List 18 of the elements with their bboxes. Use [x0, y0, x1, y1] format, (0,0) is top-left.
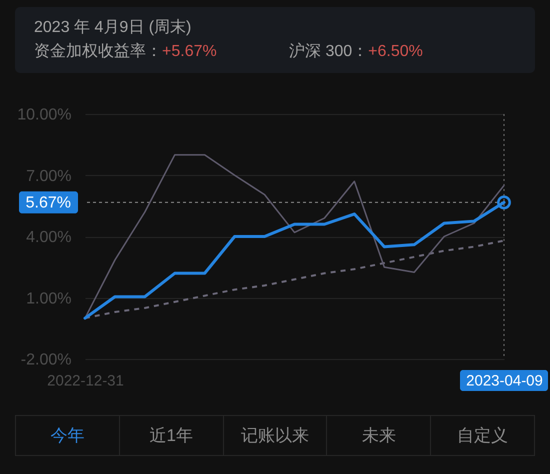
summary-label: 资金加权收益率：+5.67%	[34, 42, 217, 62]
chart-title: 2023 年 4月9日 (周末)	[34, 18, 192, 38]
x-tick-label: 2023-04-09	[466, 372, 543, 390]
info-panel: 2023 年 4月9日 (周末) 资金加权收益率：+5.67% 沪深 300：+6.50%	[15, 7, 535, 73]
tab-label: 近1年	[149, 425, 193, 447]
y-tick-label: 10.00%	[17, 106, 72, 124]
tab-label: 自定义	[457, 425, 508, 447]
tab-label: 记账以来	[240, 425, 309, 447]
y-tick-label: 4.00%	[26, 229, 72, 246]
tab-label: 未来	[362, 425, 396, 447]
tab-label: 今年	[50, 425, 84, 447]
y-tick-label: -2.00%	[20, 352, 72, 368]
line-series	[84, 154, 505, 319]
summary-label: 沪深 300：+6.50%	[289, 42, 423, 62]
ref-line-label: 5.67%	[26, 194, 71, 212]
x-tick-label: 2022-12-31	[47, 372, 124, 390]
y-tick-label: 1.00%	[26, 290, 72, 308]
y-tick-label: 7.00%	[26, 168, 72, 185]
